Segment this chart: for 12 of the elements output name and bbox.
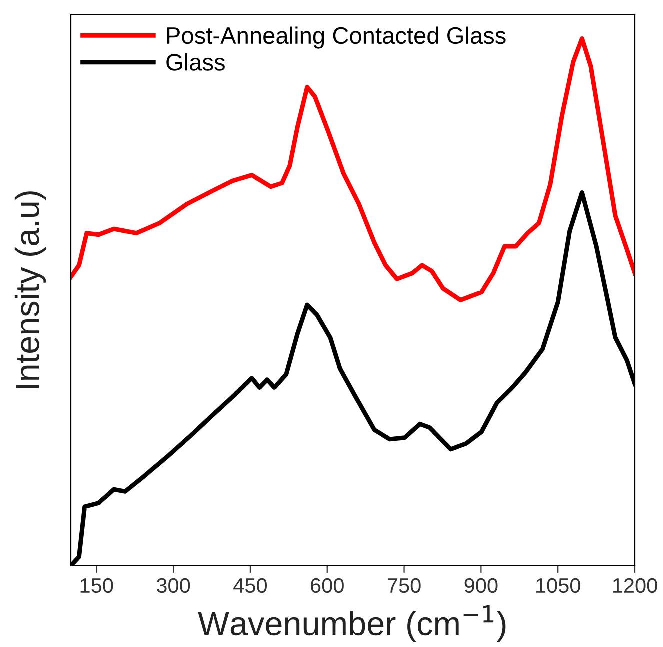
x-tick-label: 600 — [311, 578, 344, 594]
y-axis-title: Intensity (a.u) — [14, 192, 46, 388]
x-tick-label: 150 — [80, 578, 114, 594]
x-tick-label: 900 — [464, 578, 498, 594]
x-tick-label: 300 — [156, 578, 190, 594]
x-axis-title: Wavenumber (cm$^{−1}$) — [198, 606, 506, 642]
legend-label: Post-Annealing Contacted Glass — [167, 26, 506, 49]
x-tick-label: 450 — [234, 578, 268, 594]
x-tick-label: 750 — [388, 578, 421, 594]
x-tick-label: 1200 — [613, 578, 658, 594]
x-tick-label: 1050 — [536, 578, 580, 594]
legend-label: Glass — [166, 54, 225, 71]
